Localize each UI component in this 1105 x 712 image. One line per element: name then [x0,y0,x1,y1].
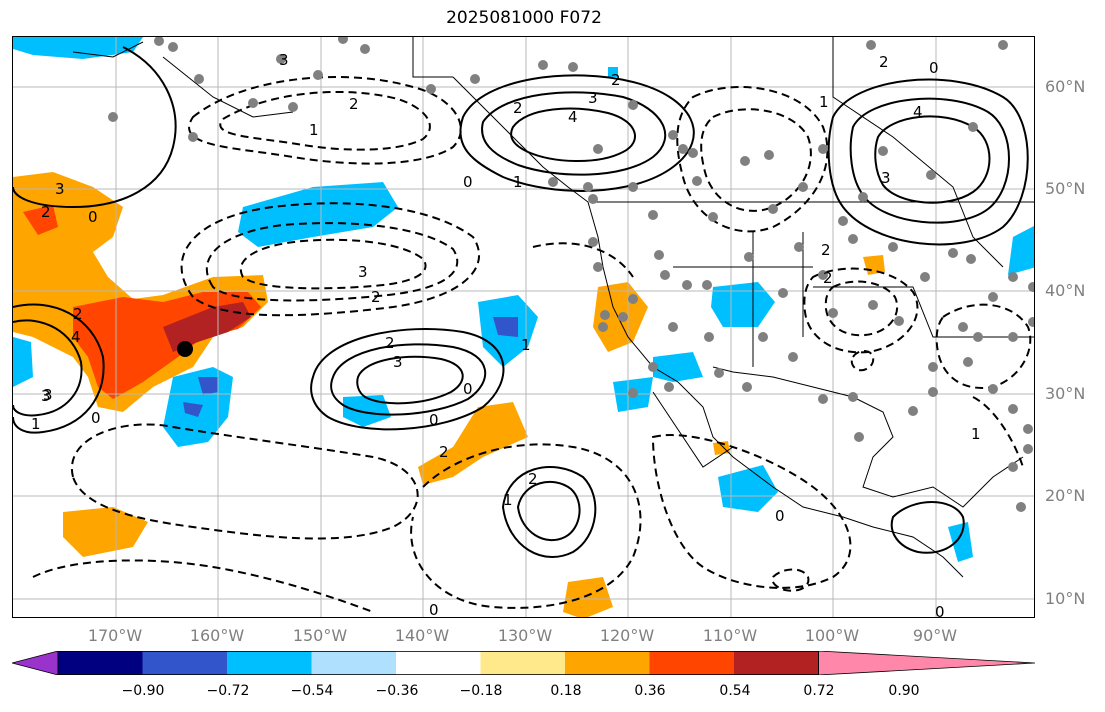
lat-label: 20°N [1045,486,1086,505]
colorbar-segment [480,651,566,675]
colorbar-tick-label: −0.18 [459,683,503,699]
lat-label: 40°N [1045,281,1086,300]
contour-label: 2 [349,95,359,113]
contour-label: 2 [439,443,449,461]
contour-label: 1 [503,491,513,509]
contour-label: 1 [309,121,319,139]
graticule [13,37,1034,617]
colorbar-tick-label: 0.90 [888,683,920,699]
colorbar-segment [311,651,397,675]
negative-anomaly-region [13,337,33,387]
colorbar-tick-label: 0.54 [719,683,751,699]
colorbar-segment [396,651,481,675]
contour-label: 0 [775,507,785,525]
contour-label: 4 [71,328,81,346]
positive-contours [13,46,1029,558]
colorbar-segment [58,651,143,675]
colorbar-tick-label: −0.54 [290,683,334,699]
map-canvas: 3 2 0 3 2 1 3 2 4 3 2 1 0 2 3 2 3 1 2 0 … [13,37,1034,618]
colorbar-tick-label: 0.36 [634,683,666,699]
contour-label: 3 [358,263,368,281]
colorbar-extend-max [818,651,1035,675]
contour-label: 0 [429,411,439,429]
negative-contours [32,76,1032,613]
lon-label: 90°W [912,626,958,645]
contour-label: 1 [521,336,531,354]
lon-label: 130°W [497,626,553,645]
lat-label: 60°N [1045,77,1086,96]
shading-layer [13,37,1034,617]
contour-label: 3 [279,51,289,69]
colorbar-tick-label: −0.36 [375,683,419,699]
contour-label: 2 [385,334,395,352]
colorbar [12,651,1035,675]
contour-label: 2 [821,241,831,259]
lat-label: 30°N [1045,384,1086,403]
contour-label: 2 [41,203,51,221]
contour-label: 1 [971,425,981,443]
highlight-point-marker [177,341,193,357]
map-panel: 3 2 0 3 2 1 3 2 4 3 2 1 0 2 3 2 3 1 2 0 … [12,36,1035,618]
contour-label: 1 [819,93,829,111]
colorbar-segment [142,651,228,675]
contour-label: 3 [43,386,53,404]
contour-label: 2 [371,288,381,306]
contour-label: 2 [73,305,83,323]
lon-label: 160°W [189,626,245,645]
contour-labels: 3 2 0 3 2 1 3 2 4 3 2 1 0 2 3 2 3 1 2 0 … [31,51,981,618]
coastlines [72,37,1034,578]
contour-label: 3 [588,89,598,107]
negative-anomaly-region [238,182,398,247]
lon-label: 100°W [804,626,860,645]
colorbar-tick-label: −0.72 [206,683,250,699]
colorbar-segment [734,651,819,675]
contour-label: 2 [513,99,523,117]
contour-label: 0 [935,603,945,618]
colorbar-segment [649,651,735,675]
colorbar-tick-label: 0.18 [550,683,582,699]
contour-label: 0 [429,601,439,618]
lon-label: 110°W [702,626,758,645]
contour-label: 0 [88,208,98,226]
map-title: 2025081000 F072 [446,8,602,28]
colorbar-segments [12,651,1035,675]
positive-anomaly-region [163,302,251,352]
contour-label: 2 [611,71,621,89]
colorbar-segment [565,651,650,675]
contour-label: 1 [31,415,41,433]
contour-label: 3 [881,169,891,187]
contour-label: 4 [568,108,578,126]
colorbar-segment [227,651,312,675]
lon-label: 140°W [394,626,450,645]
contour-label: 1 [513,173,523,191]
colorbar-tick-label: −0.90 [121,683,165,699]
contour-label: 3 [41,387,51,405]
lon-label: 150°W [292,626,348,645]
colorbar-extend-min [12,651,59,675]
lon-label: 170°W [87,626,143,645]
contour-label: 3 [55,180,65,198]
lat-label: 50°N [1045,179,1086,198]
colorbar-tick-label: 0.72 [803,683,835,699]
contour-label: 2 [823,269,833,287]
contour-label: 0 [463,380,473,398]
contour-label: 2 [879,53,889,71]
contour-label: 2 [528,470,538,488]
contour-label: 3 [393,353,403,371]
colorbar-border [57,651,819,675]
contour-label: 0 [91,409,101,427]
lon-label: 120°W [599,626,655,645]
contour-label: 0 [463,173,473,191]
contour-label: 0 [929,59,939,77]
contour-label: 4 [913,103,923,121]
negative-anomaly-region [13,37,143,59]
positive-anomaly-region [23,205,58,235]
lat-label: 10°N [1045,589,1086,608]
station-markers [108,37,1034,512]
